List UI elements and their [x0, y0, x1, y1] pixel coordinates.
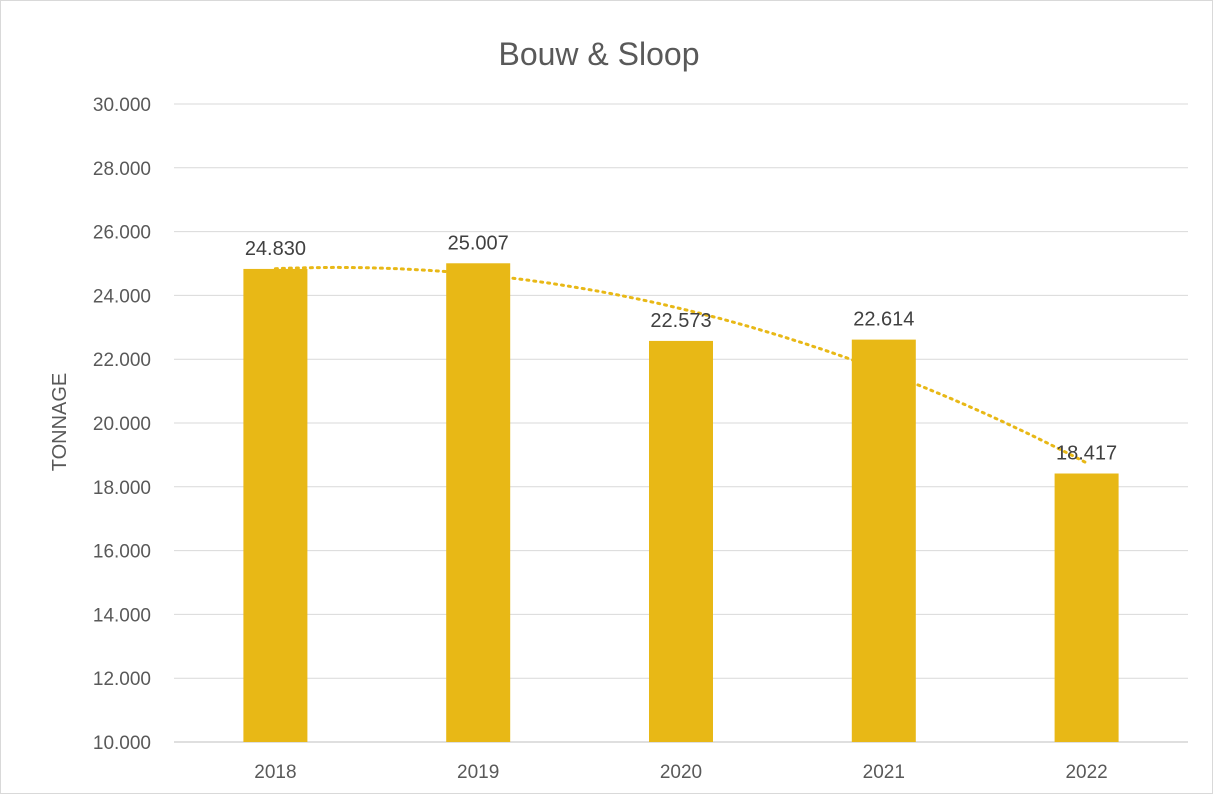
bar-2018	[243, 268, 308, 742]
bar-2020	[649, 340, 713, 742]
data-label-2019: 25.007	[448, 232, 509, 254]
x-axis-ticks: 2018 2019 2020 2021 2022	[254, 762, 1107, 783]
y-tick-label: 16.000	[93, 542, 151, 563]
x-tick-label: 2021	[863, 762, 905, 783]
data-label-2018: 24.830	[245, 238, 306, 260]
y-axis-label: TONNAGE	[49, 373, 71, 472]
data-label-2022: 18.417	[1056, 442, 1117, 464]
y-tick-label: 12.000	[93, 669, 151, 690]
chart-title: Bouw & Sloop	[498, 36, 699, 72]
x-tick-label: 2022	[1065, 762, 1107, 783]
bar-2021	[851, 339, 916, 742]
x-tick-label: 2019	[457, 762, 499, 783]
y-tick-label: 10.000	[93, 733, 151, 754]
y-tick-label: 18.000	[93, 478, 151, 499]
data-label-2021: 22.614	[853, 309, 914, 331]
data-label-2020: 22.573	[650, 310, 711, 332]
y-tick-label: 14.000	[93, 605, 151, 626]
y-tick-label: 30.000	[93, 95, 151, 116]
y-tick-label: 24.000	[93, 286, 151, 307]
x-tick-label: 2020	[660, 762, 702, 783]
bar-2022	[1054, 473, 1119, 742]
trendline	[273, 265, 1089, 465]
trendline-layer	[273, 265, 1089, 465]
y-tick-label: 22.000	[93, 350, 151, 371]
x-tick-label: 2018	[254, 762, 296, 783]
y-axis-ticks: 10.000 12.000 14.000 16.000 18.000 20.000 22.0…	[93, 95, 151, 754]
bars	[243, 263, 1119, 742]
bar-2019	[446, 263, 511, 742]
y-tick-label: 28.000	[93, 159, 151, 180]
data-labels: 24.830 25.007 22.573 22.614 18.417	[245, 232, 1117, 464]
y-tick-label: 20.000	[93, 414, 151, 435]
y-tick-label: 26.000	[93, 223, 151, 244]
